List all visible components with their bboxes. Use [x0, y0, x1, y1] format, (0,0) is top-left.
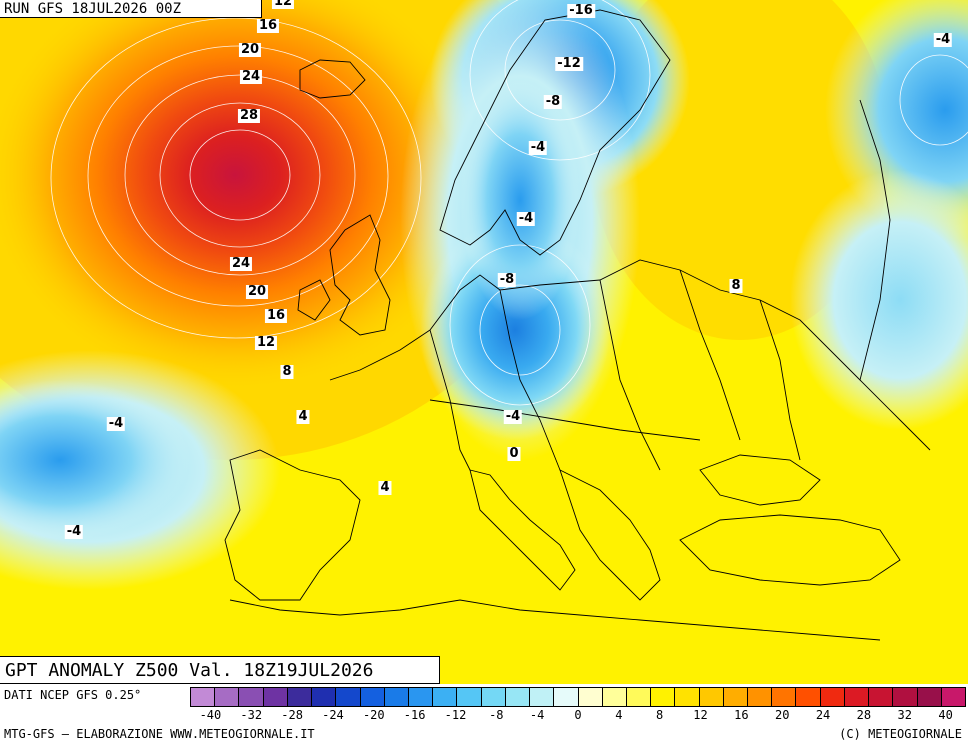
- colorbar-tick-label: 32: [897, 708, 912, 722]
- contour-label: 16: [264, 308, 288, 323]
- colorbar-swatch: [384, 688, 409, 706]
- contour-label: -4: [933, 32, 953, 47]
- colorbar-swatch: [893, 688, 918, 706]
- colorbar-swatch: [505, 688, 531, 706]
- colorbar-swatch: [723, 688, 749, 706]
- colorbar-ticks: -40 -32 -28 -24 -20 -16 -12 -8 -4 0 4 8 12 16 20 24 28 32…: [190, 708, 966, 724]
- colorbar-swatch: [336, 688, 361, 706]
- colorbar-swatch: [360, 688, 385, 706]
- colorbar-swatch: [626, 688, 652, 706]
- contour-label: 8: [280, 364, 294, 379]
- contour-label: -4: [516, 211, 536, 226]
- colorbar-swatch: [917, 688, 942, 706]
- contour-label: -8: [497, 272, 517, 287]
- contour-label: 20: [245, 284, 269, 299]
- contour-label: -4: [528, 140, 548, 155]
- colorbar-tick-label: 20: [774, 708, 790, 722]
- contour-label: 8: [729, 278, 743, 293]
- colorbar-swatch: [215, 688, 240, 706]
- run-label: RUN GFS 18JUL2026 00Z: [0, 0, 262, 18]
- legend-footer: DATI NCEP GFS 0.25° -40 -32 -28 -24 -20 -16 -1…: [0, 684, 968, 745]
- colorbar-tick-label: -24: [322, 708, 344, 722]
- colorbar-swatch: [699, 688, 724, 706]
- colorbar-tick-label: 40: [938, 708, 953, 722]
- colorbar-tick-label: -8: [489, 708, 504, 722]
- contour-label: 28: [237, 108, 261, 123]
- colorbar-swatch: [530, 688, 555, 706]
- colorbar-tick-label: -40: [199, 708, 222, 722]
- contour-label: -4: [64, 524, 84, 539]
- contour-label: -4: [106, 416, 126, 431]
- colorbar-tick-label: -20: [362, 708, 385, 722]
- contour-label: 24: [229, 256, 253, 271]
- colorbar-tick-label: -12: [444, 708, 467, 722]
- colorbar-swatch: [408, 688, 434, 706]
- colorbar-swatch: [772, 688, 797, 706]
- credit-left: MTG-GFS — ELABORAZIONE WWW.METEOGIORNALE…: [4, 727, 315, 741]
- colorbar-swatch: [312, 688, 337, 706]
- credit-right: (C) METEOGIORNALE: [839, 727, 962, 741]
- anomaly-map: 12 16 20 24 28 24 20 16 12 8 4 -4 -4 4 0…: [0, 0, 968, 684]
- colorbar-swatch: [239, 688, 264, 706]
- contour-label: 4: [378, 480, 392, 495]
- colorbar-swatch: [457, 688, 482, 706]
- contour-label: -12: [555, 56, 583, 71]
- contour-label: 0: [507, 446, 521, 461]
- colorbar-tick-label: -32: [240, 708, 263, 722]
- colorbar-tick-label: 28: [856, 708, 872, 722]
- colorbar-swatch: [675, 688, 700, 706]
- contour-label: -16: [567, 3, 595, 18]
- contour-label: 24: [239, 69, 263, 84]
- colorbar-swatch: [191, 688, 216, 706]
- colorbar-swatch: [263, 688, 288, 706]
- colorbar-tick-label: 8: [656, 708, 664, 722]
- contour-label: 12: [271, 0, 295, 9]
- colorbar-tick-label: 4: [615, 708, 623, 722]
- colorbar-swatch: [433, 688, 458, 706]
- colorbar-swatch: [844, 688, 870, 706]
- colorbar-swatch: [602, 688, 627, 706]
- colorbar-swatch: [796, 688, 821, 706]
- map-title: GPT ANOMALY Z500 Val. 18Z19JUL2026: [0, 656, 440, 684]
- colorbar-swatch: [820, 688, 845, 706]
- colorbar-swatch: [554, 688, 579, 706]
- source-label: DATI NCEP GFS 0.25°: [4, 688, 142, 702]
- contour-label: 4: [296, 409, 310, 424]
- colorbar-swatch: [748, 688, 773, 706]
- contour-label: 16: [256, 18, 280, 33]
- colorbar-swatch: [481, 688, 506, 706]
- colorbar-tick-label: -16: [403, 708, 426, 722]
- contour-label: -4: [503, 409, 523, 424]
- colorbar-tick-label: 0: [574, 708, 582, 722]
- colorbar-tick-label: -28: [281, 708, 303, 722]
- colorbar-tick-label: 16: [734, 708, 749, 722]
- colorbar-swatch: [651, 688, 676, 706]
- map-canvas: [0, 0, 968, 684]
- colorbar-tick-label: 24: [815, 708, 831, 722]
- contour-label: 20: [238, 42, 262, 57]
- contour-label: -8: [543, 94, 563, 109]
- contour-label: 12: [254, 335, 278, 350]
- colorbar: [190, 687, 966, 707]
- colorbar-swatch: [287, 688, 313, 706]
- colorbar-swatch: [578, 688, 603, 706]
- colorbar-tick-label: -4: [529, 708, 545, 722]
- colorbar-swatch: [941, 688, 965, 706]
- colorbar-swatch: [869, 688, 894, 706]
- colorbar-tick-label: 12: [693, 708, 708, 722]
